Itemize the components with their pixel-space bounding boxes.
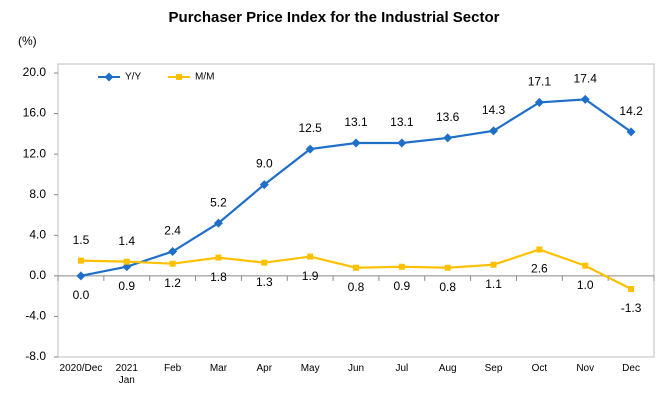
y-tick-label: 12.0 — [23, 146, 47, 160]
data-label: 1.8 — [210, 270, 227, 284]
data-label: 14.2 — [619, 104, 643, 118]
x-tick-label: Aug — [439, 363, 457, 374]
data-label: 13.6 — [436, 110, 460, 124]
data-label: 9.0 — [256, 157, 273, 171]
legend-label: M/M — [195, 72, 214, 83]
point — [123, 258, 130, 265]
point — [626, 127, 636, 137]
x-tick-label: 2020/Dec — [60, 363, 103, 374]
data-label: 0.0 — [73, 288, 90, 302]
point — [77, 257, 84, 264]
y-tick-label: -8.0 — [25, 349, 46, 363]
x-tick-label: Sep — [485, 363, 503, 374]
x-tick-label: Jun — [348, 363, 364, 374]
x-tick-label: Mar — [210, 363, 228, 374]
point — [444, 264, 451, 271]
point — [398, 263, 405, 270]
data-label: 12.5 — [298, 121, 322, 135]
x-tick-label: May — [301, 363, 320, 374]
data-label: 0.9 — [118, 279, 135, 293]
plot-frame — [57, 63, 655, 358]
data-label: 13.1 — [390, 115, 414, 129]
x-tick-label: Nov — [576, 363, 594, 374]
point — [168, 247, 178, 257]
data-label: 1.3 — [256, 275, 273, 289]
data-label: 17.1 — [528, 75, 552, 89]
x-tick-label: 2021 Jan — [116, 363, 139, 386]
x-tick-label: Dec — [622, 363, 640, 374]
data-label: 1.0 — [577, 278, 594, 292]
point — [397, 138, 407, 148]
data-label: 5.2 — [210, 195, 227, 209]
point — [305, 144, 315, 154]
data-label: 1.2 — [164, 276, 181, 290]
x-tick-label: Apr — [257, 363, 273, 374]
chart-title: Purchaser Price Index for the Industrial… — [169, 9, 500, 26]
data-label: 0.8 — [348, 280, 365, 294]
y-tick-label: 4.0 — [29, 227, 46, 241]
point — [215, 254, 222, 261]
y-unit-label: (%) — [18, 34, 37, 48]
point — [534, 97, 544, 107]
y-tick-label: 8.0 — [29, 187, 46, 201]
data-label: 17.4 — [574, 72, 598, 86]
point — [213, 218, 223, 228]
point — [628, 286, 635, 293]
point — [307, 253, 314, 260]
legend-label: Y/Y — [125, 72, 141, 83]
point — [489, 126, 499, 136]
data-label: 0.9 — [394, 279, 411, 293]
point — [580, 94, 590, 104]
data-label: 2.4 — [164, 224, 181, 238]
point — [169, 260, 176, 267]
point — [353, 264, 359, 271]
data-label: 1.1 — [485, 277, 502, 291]
data-label: -1.3 — [621, 301, 642, 315]
data-label: 1.4 — [118, 234, 135, 248]
legend-marker — [176, 74, 182, 80]
y-tick-label: 0.0 — [29, 268, 46, 282]
data-label: 13.1 — [344, 115, 368, 129]
data-label: 0.8 — [439, 280, 456, 294]
data-label: 1.5 — [73, 233, 90, 247]
point — [76, 271, 86, 281]
y-tick-label: -4.0 — [25, 309, 46, 323]
point — [443, 133, 453, 143]
point — [259, 180, 269, 190]
y-tick-label: 20.0 — [23, 65, 47, 79]
legend-marker — [104, 72, 114, 82]
point — [536, 246, 543, 253]
x-tick-label: Feb — [164, 363, 182, 374]
y-tick-label: 16.0 — [23, 106, 47, 120]
point — [582, 262, 589, 269]
data-label: 2.6 — [531, 262, 548, 276]
x-tick-label: Oct — [532, 363, 548, 374]
data-label: 14.3 — [482, 103, 506, 117]
point — [261, 259, 268, 266]
point — [351, 138, 361, 148]
point — [490, 261, 497, 268]
x-tick-label: Jul — [395, 363, 408, 374]
data-label: 1.9 — [302, 269, 319, 283]
